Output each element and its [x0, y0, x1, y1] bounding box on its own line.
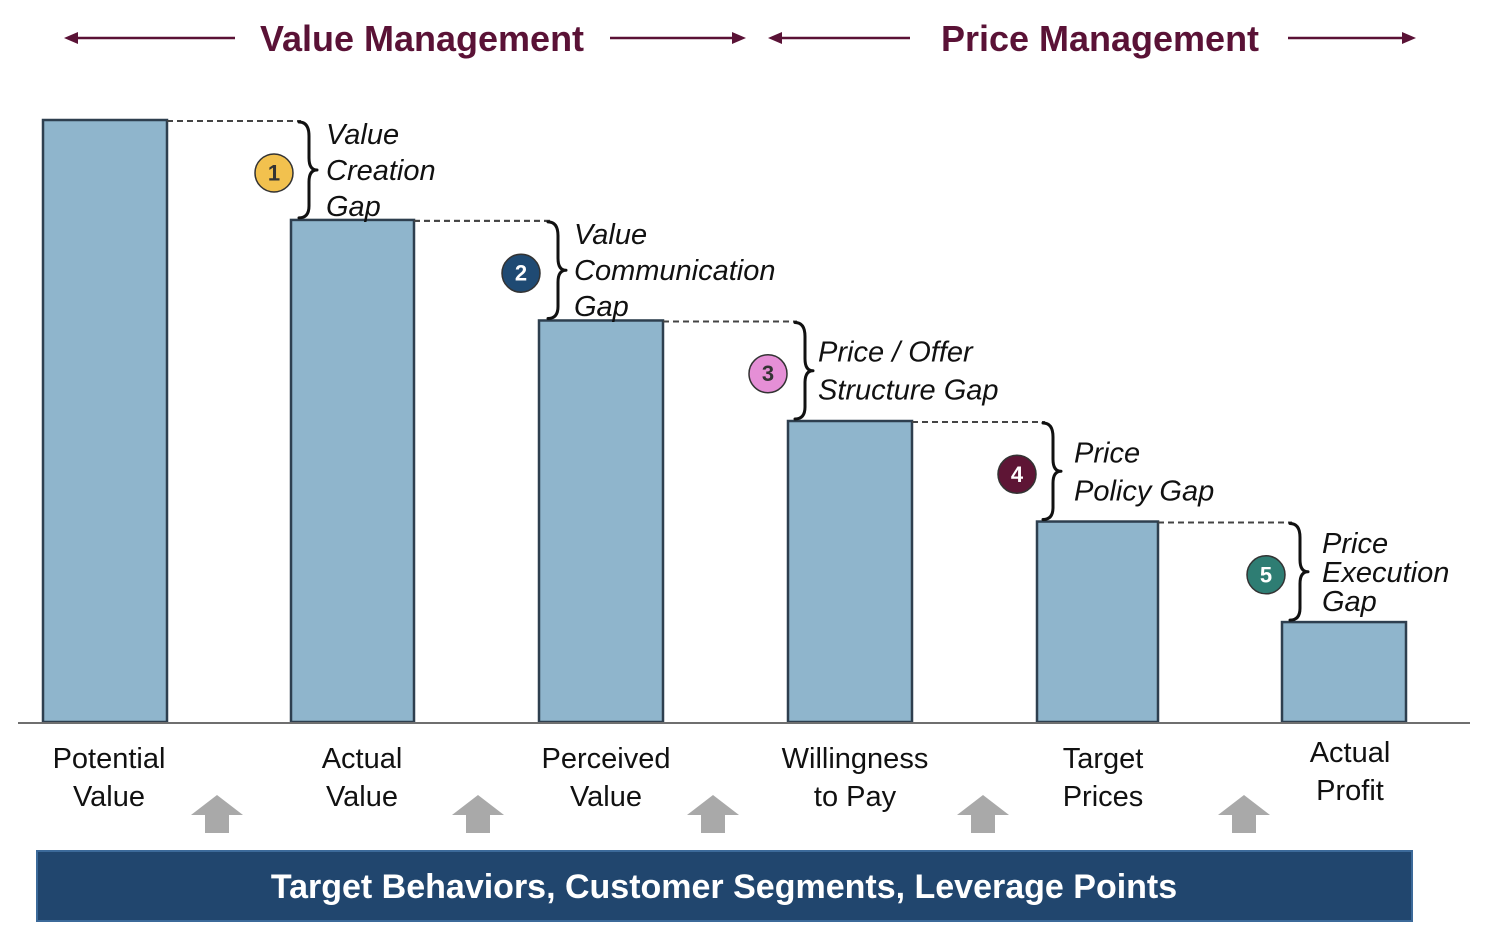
- right-arrowhead-icon: [1402, 32, 1416, 44]
- bar-willingness-to-pay: [786, 419, 914, 724]
- brace-icon: [297, 120, 319, 220]
- value-management-title: Value Management: [260, 18, 584, 59]
- category-label-line: Value: [326, 781, 398, 813]
- gap-label: Value Communication Gap: [574, 219, 775, 323]
- up-arrow-icon: [191, 795, 243, 833]
- category-labels-group: Potential Value Actual Value Perceived Value W…: [53, 737, 1391, 813]
- right-arrowhead-icon: [732, 32, 746, 44]
- brace-icon: [793, 320, 815, 421]
- gap-number-badge: [748, 353, 788, 394]
- category-label-potential-value: Potential Value: [53, 743, 166, 813]
- up-arrow-icon: [687, 795, 739, 833]
- up-arrow-icon: [957, 795, 1009, 833]
- category-label-actual-profit: Actual Profit: [1310, 737, 1391, 807]
- gap-4: 4 Price Policy Gap: [912, 421, 1292, 524]
- bar-perceived-value: [537, 319, 665, 724]
- bars-group: [41, 118, 1408, 724]
- bottom-banner: Target Behaviors, Customer Segments, Lev…: [36, 850, 1413, 922]
- category-label-target-prices: Target Prices: [1063, 743, 1144, 813]
- brace-icon: [1041, 421, 1063, 522]
- category-label-perceived-value: Perceived Value: [542, 743, 671, 813]
- brace-icon: [1288, 522, 1310, 622]
- gap-label-line: Price / Offer: [818, 337, 974, 369]
- gap-label-line: Communication: [574, 255, 775, 287]
- up-arrows-group: [191, 795, 1270, 833]
- gap-label-line: Gap: [326, 191, 381, 223]
- category-label-line: Perceived: [542, 743, 671, 775]
- category-label-actual-value: Actual Value: [322, 743, 403, 813]
- category-label-line: to Pay: [814, 781, 897, 813]
- category-label-line: Value: [570, 781, 642, 813]
- gap-number: 2: [515, 261, 527, 286]
- gap-number-badge: [254, 153, 294, 193]
- gaps-group: 1 Value Creation Gap 2 Value Communication Gap 3…: [167, 119, 1449, 622]
- gap-label-line: Price: [1074, 437, 1140, 469]
- brace-icon: [546, 220, 568, 320]
- gap-label-line: Value: [574, 219, 647, 251]
- bar-actual-profit: [1280, 620, 1408, 724]
- category-label-line: Actual: [322, 743, 403, 775]
- up-arrow-icon: [452, 795, 504, 833]
- gap-number-badge: [997, 454, 1037, 495]
- banner-background: [36, 850, 1413, 922]
- category-label-willingness-to-pay: Willingness to Pay: [782, 743, 929, 813]
- category-label-line: Profit: [1316, 775, 1384, 807]
- value-management-header: Value Management: [64, 18, 746, 59]
- gap-5: 5 Price Execution Gap: [1158, 521, 1449, 622]
- gap-label-line: Policy Gap: [1074, 475, 1214, 507]
- gap-number: 5: [1260, 562, 1272, 587]
- price-management-header: Price Management: [768, 18, 1416, 59]
- up-arrow-icon: [1218, 795, 1270, 833]
- bar-potential-value: [41, 118, 169, 724]
- banner-text: Target Behaviors, Customer Segments, Lev…: [271, 868, 1177, 906]
- gap-number: 4: [1011, 462, 1024, 487]
- category-label-line: Value: [73, 781, 145, 813]
- left-arrowhead-icon: [64, 32, 78, 44]
- gap-number-badge: [501, 253, 541, 293]
- gap-label: Value Creation Gap: [326, 119, 436, 223]
- gap-label: Price Execution Gap: [1322, 528, 1449, 618]
- category-label-line: Willingness: [782, 743, 929, 775]
- left-arrowhead-icon: [768, 32, 782, 44]
- gap-3: 3 Price / Offer Structure Gap: [663, 320, 1045, 423]
- gap-label-line: Creation: [326, 155, 436, 187]
- category-label-line: Prices: [1063, 781, 1144, 813]
- gap-number: 1: [268, 160, 280, 185]
- price-management-title: Price Management: [941, 18, 1259, 59]
- bar-target-prices: [1035, 520, 1160, 724]
- gap-label-line: Price: [1322, 528, 1388, 560]
- category-label-line: Actual: [1310, 737, 1391, 769]
- gap-label-line: Structure Gap: [818, 375, 999, 407]
- gap-label-line: Gap: [1322, 586, 1377, 618]
- category-label-line: Potential: [53, 743, 166, 775]
- bar-actual-value: [289, 218, 416, 724]
- gap-label: Price Policy Gap: [1074, 437, 1214, 507]
- gap-number-badge: [1246, 555, 1286, 595]
- gap-label-line: Gap: [574, 291, 629, 323]
- gap-number: 3: [762, 361, 774, 386]
- gap-label: Price / Offer Structure Gap: [818, 337, 999, 407]
- gap-1: 1 Value Creation Gap: [167, 119, 550, 223]
- gap-label-line: Execution: [1322, 557, 1449, 589]
- category-label-line: Target: [1063, 743, 1144, 775]
- gap-2: 2 Value Communication Gap: [414, 219, 797, 323]
- gap-label-line: Value: [326, 119, 399, 151]
